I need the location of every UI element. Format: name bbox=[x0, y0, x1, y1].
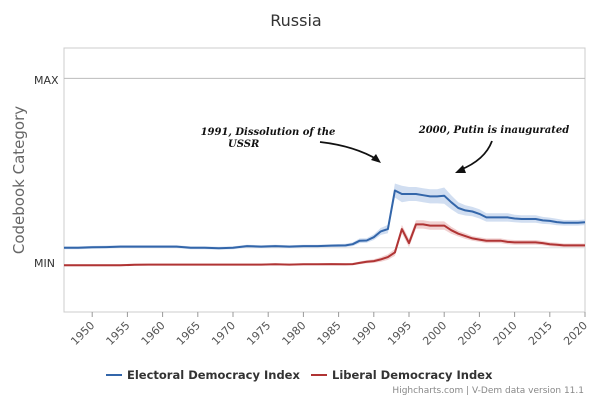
annotations: 1991, Dissolution of the USSR 2000, Putin … bbox=[201, 125, 569, 173]
x-axis-ticks: 1950 1955 1960 1965 1970 1975 1980 1985 1990 1995… bbox=[68, 312, 590, 348]
plot-area bbox=[63, 47, 586, 313]
y-tick-min: MIN bbox=[34, 257, 55, 270]
y-tick-max: MAX bbox=[34, 74, 59, 87]
x-tick-label-1990: 1990 bbox=[350, 319, 379, 348]
series-lines bbox=[64, 189, 586, 267]
legend-label-electoral[interactable]: Electoral Democracy Index bbox=[127, 368, 300, 382]
annotation-arrowhead-putin bbox=[455, 165, 466, 173]
x-tick-label-2020: 2020 bbox=[561, 319, 590, 348]
y-axis-title: Codebook Category bbox=[10, 106, 28, 254]
line-series-0[interactable] bbox=[64, 189, 586, 250]
x-tick-label-1955: 1955 bbox=[104, 319, 133, 348]
annotation-putin: 2000, Putin is inaugurated bbox=[418, 125, 569, 136]
annotation-arrowhead-ussr bbox=[371, 154, 381, 163]
x-tick-label-1965: 1965 bbox=[174, 319, 203, 348]
x-tick-label-1980: 1980 bbox=[280, 319, 309, 348]
line-series-1[interactable] bbox=[64, 223, 585, 267]
x-tick-label-2010: 2010 bbox=[491, 319, 520, 348]
legend[interactable]: Electoral Democracy Index Liberal Democr… bbox=[106, 368, 493, 382]
credit-text[interactable]: Highcharts.com | V-Dem data version 11.1 bbox=[392, 386, 584, 396]
x-tick-label-2005: 2005 bbox=[456, 319, 485, 348]
x-tick-label-1970: 1970 bbox=[209, 319, 238, 348]
x-tick-label-1995: 1995 bbox=[385, 319, 414, 348]
chart-title: Russia bbox=[270, 11, 321, 30]
x-tick-label-1950: 1950 bbox=[68, 319, 97, 348]
x-tick-label-1975: 1975 bbox=[244, 319, 273, 348]
x-tick-label-2000: 2000 bbox=[420, 319, 449, 348]
x-tick-label-1985: 1985 bbox=[315, 319, 344, 348]
legend-label-liberal[interactable]: Liberal Democracy Index bbox=[332, 368, 493, 382]
band-series-0 bbox=[64, 183, 585, 250]
x-tick-label-2015: 2015 bbox=[526, 319, 555, 348]
x-tick-label-1960: 1960 bbox=[139, 319, 168, 348]
annotation-ussr: 1991, Dissolution of the USSR bbox=[201, 127, 336, 150]
